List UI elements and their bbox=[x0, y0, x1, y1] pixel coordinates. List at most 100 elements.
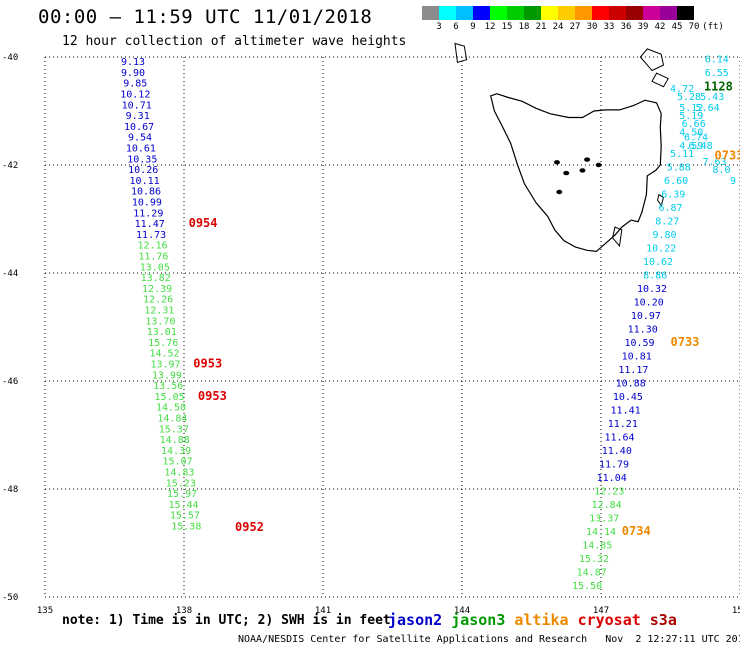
legend-label: 9 bbox=[470, 22, 476, 32]
legend-swatch bbox=[439, 6, 456, 20]
legend-swatch bbox=[558, 6, 575, 20]
pass-time-label: 0954 bbox=[189, 216, 218, 230]
wave-height-label: 14.52 bbox=[149, 349, 179, 360]
wave-height-label: 14.88 bbox=[160, 435, 190, 446]
wave-height-label: 9.13 bbox=[121, 57, 145, 68]
wave-height-label: 5.12 bbox=[679, 103, 703, 114]
pass-time-label: 0733 bbox=[671, 335, 700, 349]
wave-height-label: 11.47 bbox=[135, 219, 165, 230]
wave-height-label: 9 bbox=[730, 176, 736, 187]
wave-height-label: 10.11 bbox=[130, 176, 160, 187]
wave-height-label: 14.14 bbox=[586, 527, 616, 538]
legend-label: 24 bbox=[552, 22, 564, 32]
wave-height-label: 4.72 bbox=[670, 84, 694, 95]
legend-label: 33 bbox=[603, 22, 615, 32]
wave-height-label: 14.83 bbox=[164, 468, 194, 479]
lake-shape bbox=[556, 189, 563, 195]
wave-height-label: 5.28 bbox=[677, 92, 701, 103]
wave-height-values: 9.139.909.8510.1210.719.3110.679.5410.61… bbox=[120, 54, 736, 592]
wave-height-label: 15.37 bbox=[159, 424, 189, 435]
lon-tick-label: 147 bbox=[593, 606, 609, 616]
lat-tick-label: -46 bbox=[2, 377, 18, 387]
satellite-name: jason3 bbox=[451, 611, 506, 629]
wave-height-label: 10.88 bbox=[616, 378, 646, 389]
wave-height-label: 13.05 bbox=[140, 262, 170, 273]
wave-height-label: 7.63 bbox=[702, 157, 726, 168]
wave-height-label: 15.23 bbox=[166, 478, 196, 489]
wave-height-label: 9.54 bbox=[128, 133, 152, 144]
wave-height-label: 10.81 bbox=[622, 351, 652, 362]
wave-height-label: 10.22 bbox=[646, 243, 676, 254]
legend-label: 15 bbox=[501, 22, 513, 32]
wave-height-label: 10.59 bbox=[624, 338, 654, 349]
island-outline bbox=[639, 48, 665, 72]
legend-label: 70 bbox=[688, 22, 700, 32]
legend-swatch bbox=[660, 6, 677, 20]
wave-height-label: 13.37 bbox=[589, 513, 619, 524]
legend-swatch bbox=[643, 6, 660, 20]
lat-tick-label: -40 bbox=[2, 53, 18, 63]
satellite-name: cryosat bbox=[577, 611, 641, 629]
wave-height-label: 12.84 bbox=[592, 500, 622, 511]
wave-height-label: 4.50 bbox=[679, 127, 703, 138]
lake-shape bbox=[584, 157, 591, 162]
wave-height-label: 6.48 bbox=[689, 141, 713, 152]
lat-tick-label: -44 bbox=[2, 269, 18, 279]
wave-height-label: 14.87 bbox=[577, 567, 607, 578]
wave-height-label: 8.0 bbox=[712, 165, 730, 176]
wave-height-label: 5.19 bbox=[679, 111, 703, 122]
island-outline bbox=[454, 42, 468, 64]
lat-tick-label: -50 bbox=[2, 593, 18, 603]
wave-height-label: 10.62 bbox=[643, 257, 673, 268]
legend-label: 30 bbox=[586, 22, 598, 32]
legend-unit: (ft) bbox=[702, 22, 724, 32]
wave-height-label: 10.20 bbox=[634, 297, 664, 308]
wave-height-label: 6.55 bbox=[705, 68, 729, 79]
wave-height-label: 5.64 bbox=[696, 103, 720, 114]
legend-label: 36 bbox=[620, 22, 632, 32]
island-outline bbox=[612, 226, 623, 248]
wave-height-label: 13.97 bbox=[150, 360, 180, 371]
wave-height-label: 5.88 bbox=[667, 162, 691, 173]
wave-height-label: 11.64 bbox=[604, 432, 634, 443]
wave-height-label: 10.97 bbox=[631, 311, 661, 322]
legend-swatch bbox=[524, 6, 541, 20]
lake-shape bbox=[579, 168, 586, 173]
wave-height-label: 11.30 bbox=[628, 324, 658, 335]
wave-height-label: 6.66 bbox=[682, 119, 706, 130]
wave-height-label: 6.60 bbox=[664, 176, 688, 187]
wave-height-label: 14.84 bbox=[157, 414, 187, 425]
wave-height-label: 10.12 bbox=[120, 90, 150, 101]
wave-height-label: 9.85 bbox=[123, 79, 147, 90]
wave-height-label: 15.32 bbox=[579, 554, 609, 565]
satellite-name: s3a bbox=[649, 611, 677, 629]
wave-height-label: 15.05 bbox=[155, 392, 185, 403]
legend-label: 27 bbox=[569, 22, 581, 32]
wave-height-label: 10.45 bbox=[613, 392, 643, 403]
legend-swatch bbox=[677, 6, 694, 20]
credit-line: NOAA/NESDIS Center for Satellite Applica… bbox=[238, 634, 740, 645]
satellite-name: altika bbox=[514, 611, 569, 629]
wave-height-label: 15.44 bbox=[168, 500, 198, 511]
wave-height-label: 8.27 bbox=[655, 216, 679, 227]
wave-height-label: 11.40 bbox=[602, 446, 632, 457]
legend-label: 6 bbox=[453, 22, 459, 32]
legend-swatch bbox=[626, 6, 643, 20]
wave-height-label: 10.32 bbox=[637, 284, 667, 295]
wave-height-label: 11.17 bbox=[618, 365, 648, 376]
wave-height-label: 5.43 bbox=[700, 92, 724, 103]
legend-label: 18 bbox=[518, 22, 530, 32]
legend-label: 21 bbox=[535, 22, 547, 32]
legend-label: 3 bbox=[436, 22, 442, 32]
lon-tick-label: 135 bbox=[37, 606, 53, 616]
wave-height-label: 15.07 bbox=[162, 457, 192, 468]
wave-height-label: 12.39 bbox=[142, 284, 172, 295]
legend-swatch bbox=[609, 6, 626, 20]
page-subtitle: 12 hour collection of altimeter wave hei… bbox=[62, 34, 407, 49]
legend-swatch bbox=[473, 6, 490, 20]
lat-tick-label: -42 bbox=[2, 161, 18, 171]
wave-height-label: 13.70 bbox=[145, 316, 175, 327]
legend-swatch bbox=[490, 6, 507, 20]
wave-height-label: 10.86 bbox=[131, 187, 161, 198]
